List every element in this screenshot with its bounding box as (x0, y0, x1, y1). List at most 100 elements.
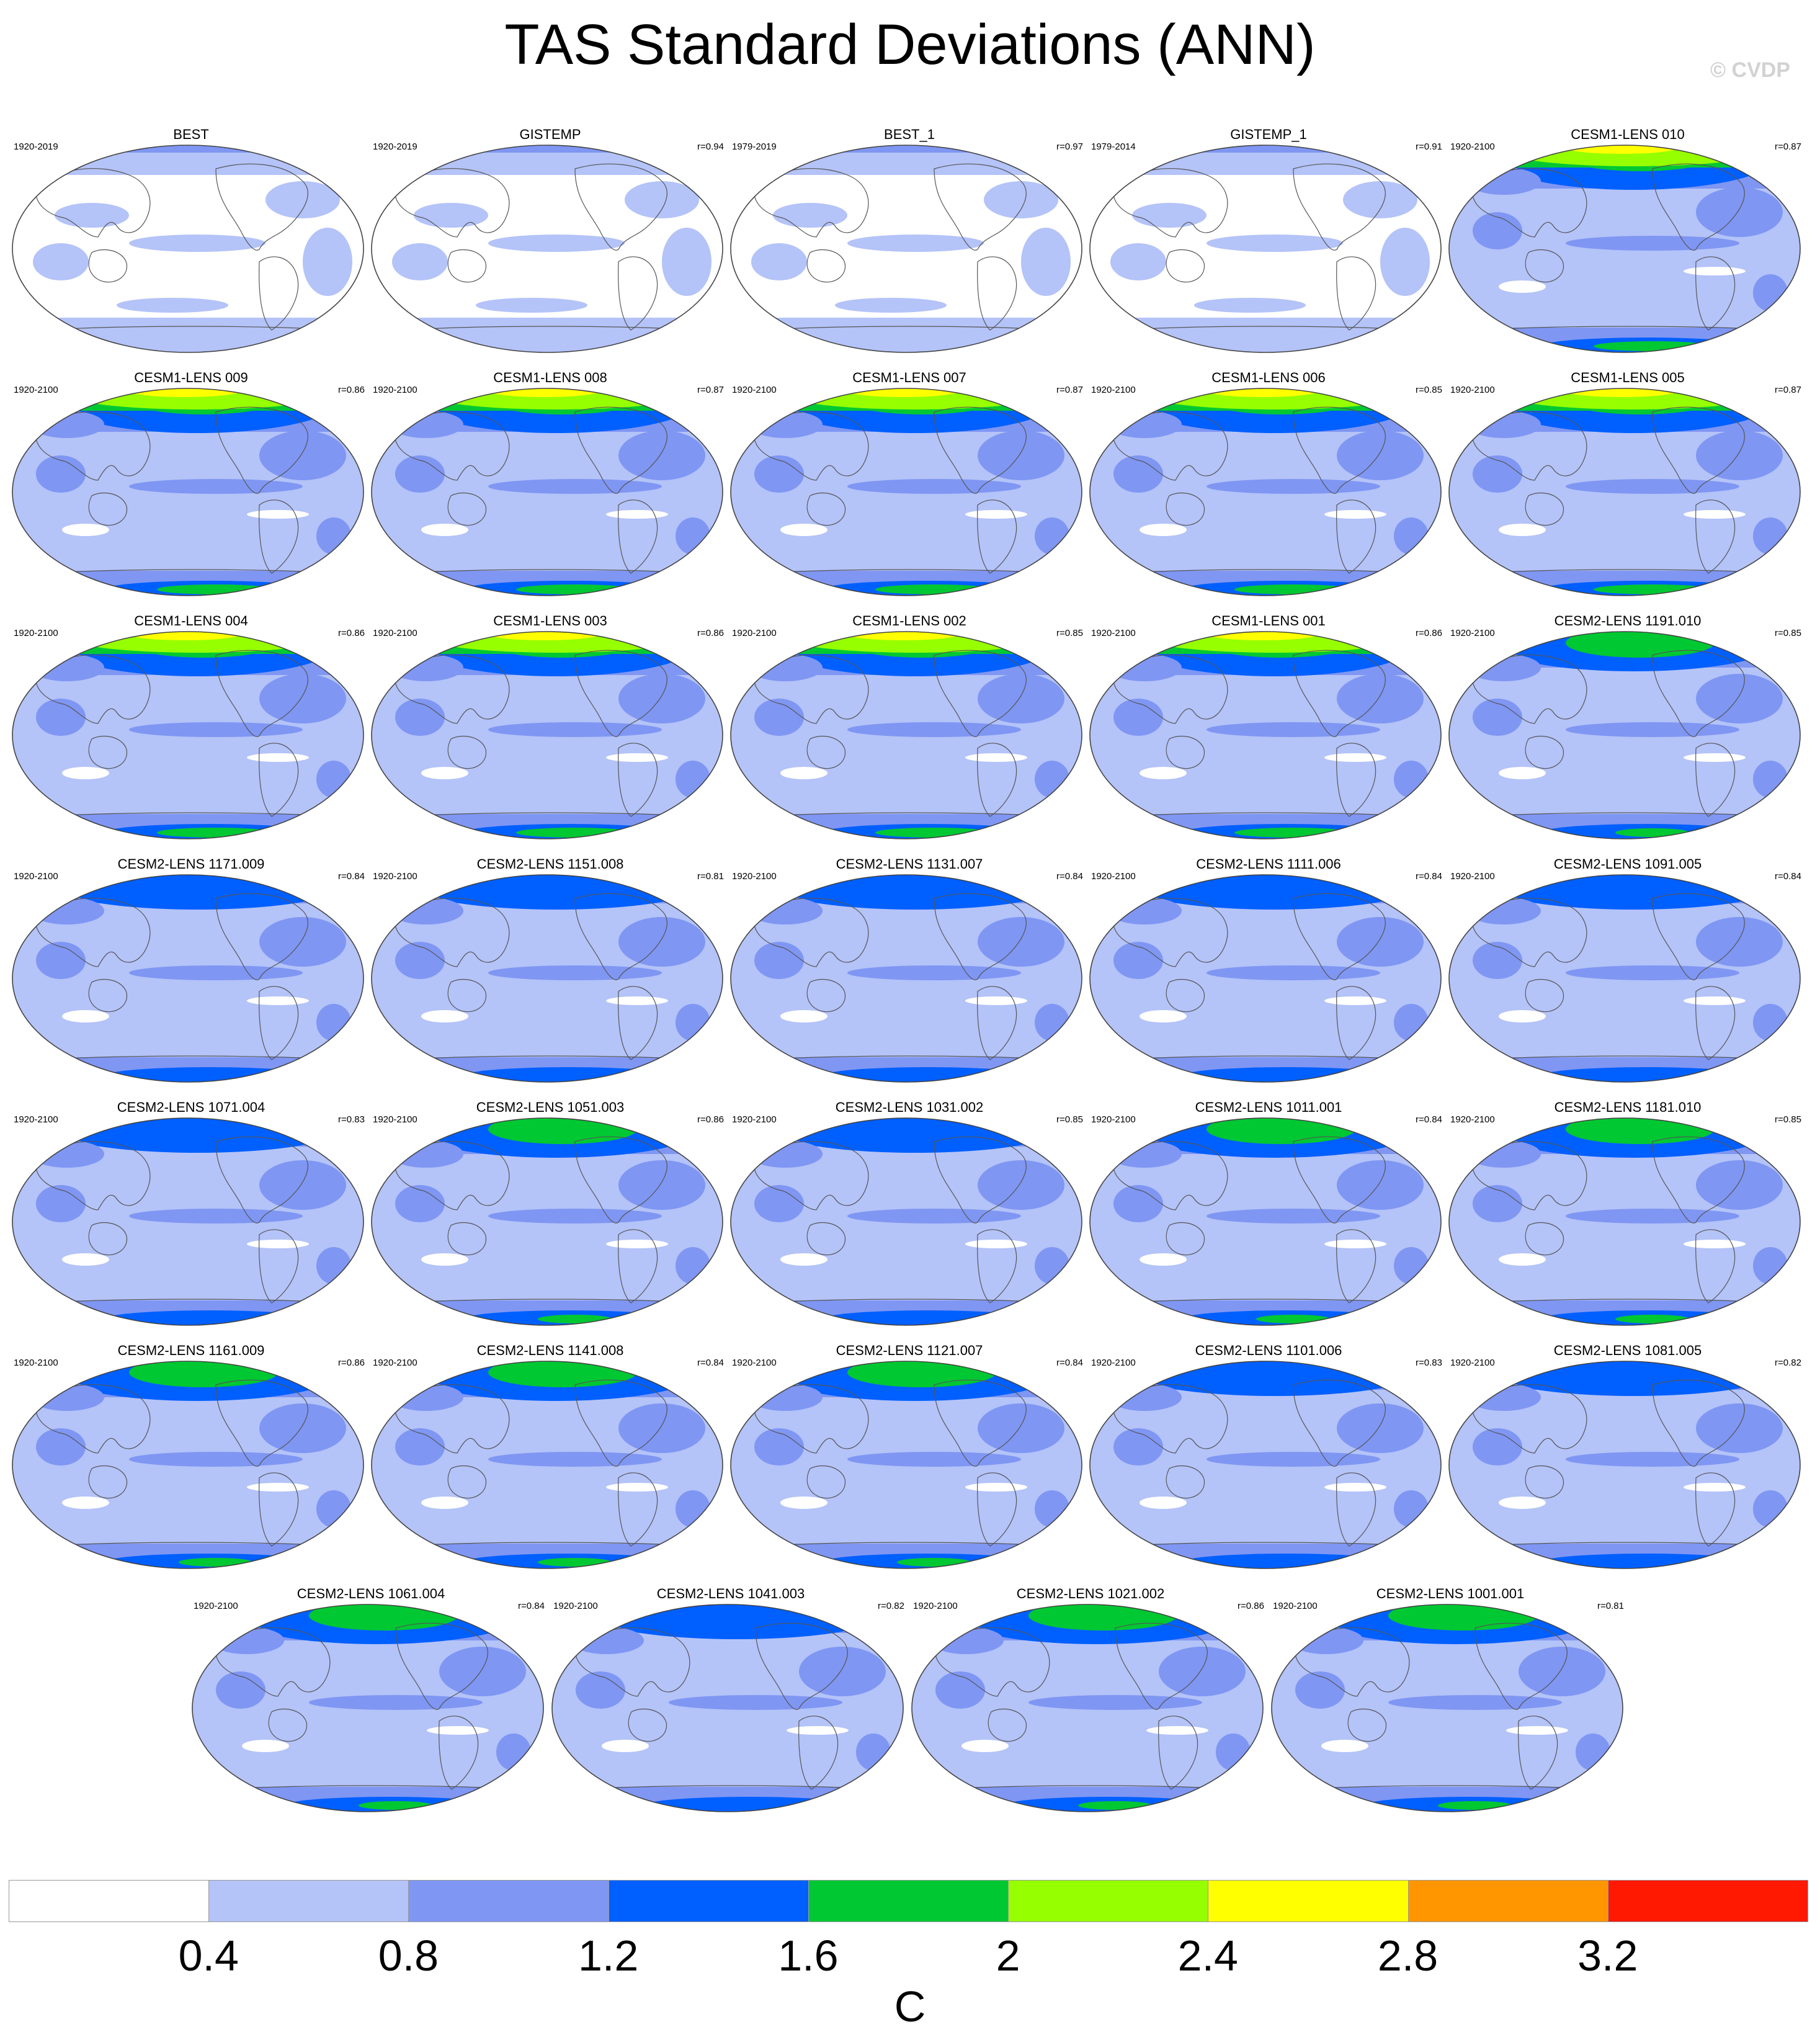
world-map (1448, 631, 1801, 839)
colorbar-tick-label: 2.4 (1177, 1931, 1238, 1980)
world-map (12, 874, 364, 1083)
world-map (371, 874, 723, 1083)
panel-correlation: r=0.84 (338, 871, 365, 882)
map-panel: CESM2-LENS 1151.008 1920-2100 r=0.81 (370, 856, 730, 1089)
panel-correlation: r=0.84 (518, 1601, 545, 1611)
world-map (1089, 1117, 1442, 1326)
world-map (12, 145, 364, 353)
world-map (730, 388, 1082, 596)
panel-period: 1920-2100 (373, 1114, 417, 1125)
panel-title: CESM1-LENS 002 (852, 613, 966, 629)
colorbar-swatch (1607, 1880, 1808, 1922)
panel-correlation: r=0.84 (697, 1358, 724, 1368)
map-panel: CESM2-LENS 1031.002 1920-2100 r=0.85 (729, 1099, 1089, 1333)
panel-period: 1920-2100 (373, 1358, 417, 1368)
panel-correlation: r=0.84 (1416, 1114, 1442, 1125)
panel-period: 1920-2100 (1091, 628, 1136, 638)
panel-title: CESM1-LENS 006 (1211, 370, 1326, 385)
panel-period: 1920-2100 (732, 871, 777, 882)
colorbar-tick-label: 1.6 (778, 1931, 839, 1980)
map-panel: CESM2-LENS 1071.004 1920-2100 r=0.83 (11, 1099, 371, 1333)
panel-period: 1920-2100 (732, 1358, 777, 1368)
panel-period: 1920-2100 (373, 385, 417, 395)
panel-title: CESM2-LENS 1031.002 (835, 1099, 984, 1115)
panel-period: 1920-2019 (14, 141, 58, 152)
panel-correlation: r=0.84 (1416, 871, 1442, 882)
panel-title: GISTEMP (519, 127, 581, 142)
panel-period: 1920-2100 (14, 1114, 58, 1125)
world-map (371, 1361, 723, 1569)
map-panel: CESM2-LENS 1141.008 1920-2100 r=0.84 (370, 1343, 730, 1576)
colorbar-swatch (1208, 1880, 1409, 1922)
panel-correlation: r=0.86 (697, 1114, 724, 1125)
panel-period: 1920-2100 (194, 1601, 238, 1611)
map-panel: CESM1-LENS 007 1920-2100 r=0.87 (729, 370, 1089, 603)
panel-title: CESM1-LENS 008 (493, 370, 607, 385)
map-panel: CESM2-LENS 1181.010 1920-2100 r=0.85 (1448, 1099, 1808, 1333)
map-panel: CESM1-LENS 005 1920-2100 r=0.87 (1448, 370, 1808, 603)
panel-title: CESM2-LENS 1181.010 (1554, 1099, 1702, 1115)
world-map (551, 1604, 904, 1812)
map-panel: CESM2-LENS 1091.005 1920-2100 r=0.84 (1448, 856, 1808, 1089)
colorbar-swatch (208, 1880, 409, 1922)
colorbar-swatch (1008, 1880, 1209, 1922)
world-map (12, 1117, 364, 1326)
panel-title: CESM2-LENS 1141.008 (476, 1343, 624, 1358)
panel-title: CESM1-LENS 010 (1571, 127, 1685, 142)
panel-title: CESM2-LENS 1071.004 (117, 1099, 265, 1115)
world-map (1448, 1117, 1801, 1326)
panel-title: CESM2-LENS 1121.007 (836, 1343, 983, 1358)
colorbar-swatch (608, 1880, 809, 1922)
panel-period: 1920-2100 (1091, 385, 1136, 395)
panel-period: 1920-2100 (14, 385, 58, 395)
panel-period: 1920-2100 (732, 385, 777, 395)
colorbar-tick-label: 0.4 (178, 1931, 239, 1980)
colorbar-tick-label: 2 (996, 1931, 1020, 1980)
panel-title: CESM2-LENS 1001.001 (1376, 1586, 1525, 1601)
world-map (192, 1604, 544, 1812)
panel-title: CESM1-LENS 004 (134, 613, 248, 629)
panel-correlation: r=0.83 (338, 1114, 365, 1125)
map-panel: GISTEMP 1920-2019 r=0.94 (370, 127, 730, 360)
colorbar-swatch (9, 1880, 210, 1922)
panel-correlation: r=0.82 (1775, 1358, 1801, 1368)
world-map (1448, 1361, 1801, 1569)
panel-correlation: r=0.86 (1238, 1601, 1264, 1611)
world-map (730, 874, 1082, 1083)
colorbar-swatch (808, 1880, 1009, 1922)
colorbar-tick-label: 2.8 (1377, 1931, 1439, 1980)
panel-title: CESM2-LENS 1081.005 (1553, 1343, 1702, 1358)
colorbar (9, 1880, 1808, 1923)
panel-correlation: r=0.85 (1056, 1114, 1083, 1125)
panel-period: 1920-2019 (373, 141, 417, 152)
world-map (730, 1117, 1082, 1326)
panel-period: 1920-2100 (1091, 871, 1136, 882)
colorbar-tick-label: 1.2 (578, 1931, 639, 1980)
panel-title: CESM2-LENS 1191.010 (1554, 613, 1702, 629)
panel-correlation: r=0.91 (1416, 141, 1442, 152)
panel-title: CESM1-LENS 007 (852, 370, 966, 385)
panel-title: CESM2-LENS 1091.005 (1553, 856, 1702, 872)
map-panel: CESM1-LENS 006 1920-2100 r=0.85 (1089, 370, 1448, 603)
map-panel: CESM1-LENS 001 1920-2100 r=0.86 (1089, 613, 1448, 846)
world-map (12, 1361, 364, 1569)
panel-correlation: r=0.81 (697, 871, 724, 882)
world-map (1089, 631, 1442, 839)
world-map (371, 145, 723, 353)
map-panel: CESM2-LENS 1131.007 1920-2100 r=0.84 (729, 856, 1089, 1089)
world-map (730, 1361, 1082, 1569)
map-panel: GISTEMP_1 1979-2014 r=0.91 (1089, 127, 1448, 360)
map-panel: BEST 1920-2019 (11, 127, 371, 360)
world-map (371, 631, 723, 839)
panel-period: 1920-2100 (14, 871, 58, 882)
panel-title: CESM1-LENS 005 (1571, 370, 1685, 385)
panel-correlation: r=0.86 (1416, 628, 1442, 638)
panel-period: 1920-2100 (1450, 1114, 1495, 1125)
map-panel: CESM2-LENS 1061.004 1920-2100 r=0.84 (191, 1586, 551, 1819)
map-panel: CESM2-LENS 1011.001 1920-2100 r=0.84 (1089, 1099, 1448, 1333)
world-map (1089, 1361, 1442, 1569)
map-panel: CESM2-LENS 1161.009 1920-2100 r=0.86 (11, 1343, 371, 1576)
panel-period: 1920-2100 (14, 628, 58, 638)
panel-title: CESM2-LENS 1041.003 (656, 1586, 805, 1601)
map-panel: CESM2-LENS 1121.007 1920-2100 r=0.84 (729, 1343, 1089, 1576)
